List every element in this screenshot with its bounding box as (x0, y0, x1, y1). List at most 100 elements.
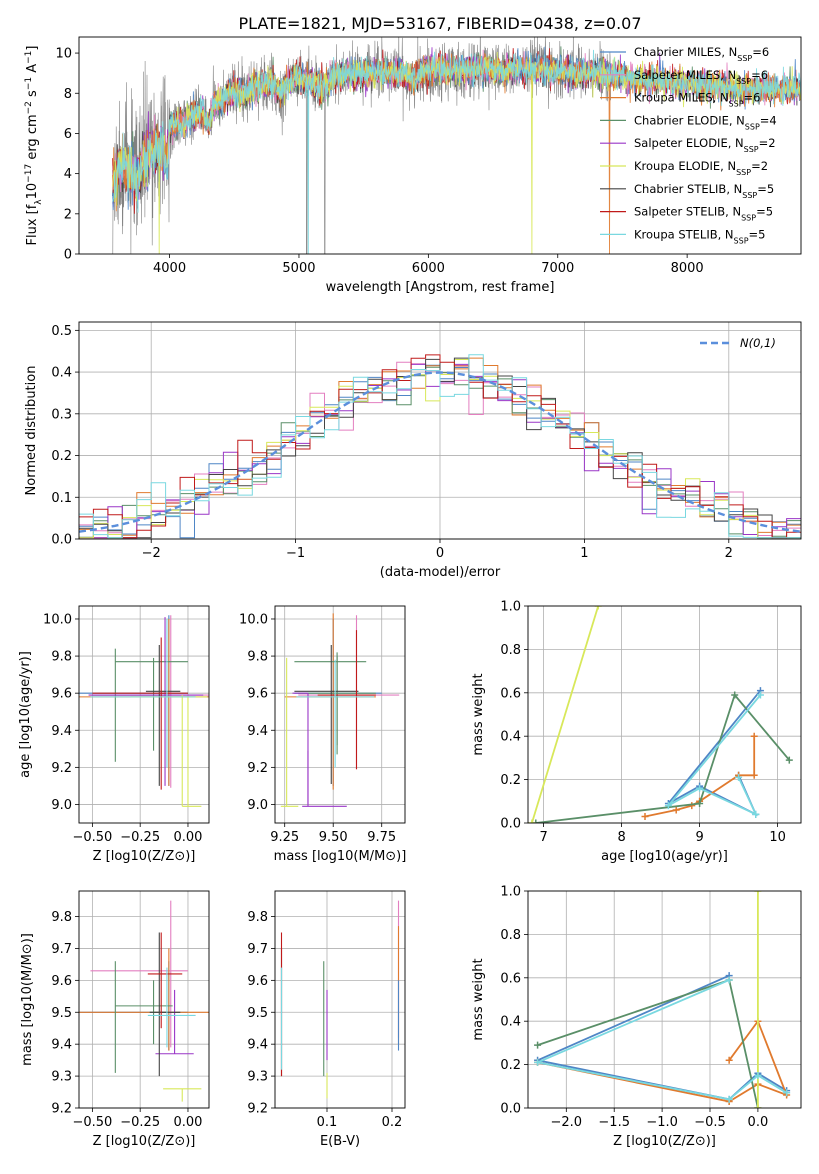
y-tick-label: 9.5 (51, 1006, 72, 1021)
y-tick-label: 1.0 (500, 600, 521, 615)
y-tick-label: 0.2 (51, 449, 72, 464)
plot-area (280, 613, 400, 807)
legend-entry: Salpeter ELODIE, NSSP=2 (634, 136, 776, 154)
y-tick-label: 9.4 (51, 1038, 72, 1053)
plot-area (112, 37, 801, 254)
errorbar-point (114, 648, 188, 762)
x-axis-label: wavelength [Angstrom, rest frame] (326, 280, 555, 295)
errorbar-point (79, 618, 209, 786)
x-axis-label: age [log10(age/yr)] (601, 849, 728, 864)
y-tick-label: 0.6 (500, 971, 521, 986)
mass-weight-marker (664, 802, 672, 810)
y-axis-label: age [log10(age/yr)] (18, 651, 33, 778)
errorbar-point (88, 617, 204, 786)
errorbar-point (317, 630, 376, 770)
mass-weight-marker (725, 1056, 733, 1064)
y-tick-label: 0.4 (500, 730, 521, 745)
y-axis-label: mass weight (471, 958, 486, 1040)
y-tick-label: 9.4 (247, 1038, 268, 1053)
mass-weight-marker (754, 1104, 762, 1108)
y-tick-label: 9.4 (51, 724, 72, 739)
residual-histogram (79, 354, 801, 539)
y-tick-label: 9.0 (247, 798, 268, 813)
x-tick-label: −0.25 (120, 1115, 160, 1130)
errorbar-point (302, 750, 347, 807)
errorbar-point (114, 961, 173, 1073)
mass-weight-marker (750, 732, 758, 740)
mass-weight-marker (785, 756, 793, 764)
errorbar-point (296, 659, 374, 768)
y-tick-label: 0.0 (500, 1102, 521, 1117)
x-tick-label: −0.50 (72, 830, 112, 845)
x-tick-label: 8 (617, 830, 625, 845)
grid (275, 606, 405, 823)
mass-weight-marker (696, 799, 704, 807)
x-tick-label: 9.75 (367, 830, 396, 845)
x-axis-label: Z [log10(Z/Z⊙)] (613, 1134, 716, 1149)
x-tick-label: 1 (580, 546, 588, 561)
legend-entry: Kroupa STELIB, NSSP=5 (634, 227, 765, 245)
panel-4: 9.25 9.50 9.75 9.0 9.2 9.4 9.6 9.8 10.0 mass [log… (239, 605, 406, 864)
errorbar-point (147, 967, 196, 1048)
y-tick-label: 0.4 (51, 366, 72, 381)
plot-area (79, 615, 209, 807)
axes-frame (274, 890, 406, 1109)
mass-weight-marker (534, 1041, 542, 1049)
panel-8: −2.0 −1.5 −1.0 −0.5 0.0 0.0 0.2 0.4 0.6 0.8 1.0 Z [… (471, 885, 802, 1149)
mass-weight-marker (750, 771, 758, 779)
x-tick-label: 6000 (412, 261, 445, 276)
y-tick-label: 9.7 (247, 942, 268, 957)
y-tick-label: 0.3 (51, 407, 72, 422)
y-tick-label: 0.8 (500, 643, 521, 658)
axes-frame (78, 36, 802, 255)
mass-weight-line (537, 978, 759, 1108)
mass-weight-marker (756, 691, 764, 699)
errorbar-point (292, 692, 309, 805)
panel-6: −0.50 −0.25 0.00 9.2 9.3 9.4 9.5 9.6 9.7 9.8 Z [lo… (20, 890, 210, 1149)
axes-frame (78, 890, 210, 1109)
x-axis-label: (data-model)/error (380, 565, 501, 580)
mass-weight-marker (672, 806, 680, 814)
panel-5: 7 8 9 10 0.0 0.2 0.4 0.6 0.8 1.0 age [log10(age/yr… (471, 600, 802, 864)
x-tick-label: −1 (286, 546, 305, 561)
residual-histogram (79, 354, 801, 539)
y-tick-label: 6 (64, 127, 72, 142)
y-tick-label: 9.3 (247, 1070, 268, 1085)
model-spectrum (112, 49, 801, 254)
grid (79, 606, 209, 823)
x-tick-label: 9 (695, 830, 703, 845)
errorbar-point (145, 644, 181, 786)
legend-entry: Salpeter STELIB, NSSP=5 (634, 205, 773, 223)
x-tick-label: 7 (539, 830, 547, 845)
mass-weight-marker (735, 773, 743, 781)
axes-frame (78, 605, 210, 824)
x-tick-label: 0.1 (317, 1115, 338, 1130)
x-tick-label: 0.0 (748, 1115, 769, 1130)
y-tick-label: 0 (64, 248, 72, 263)
grid (79, 891, 209, 1109)
y-tick-label: 9.2 (247, 761, 268, 776)
x-tick-label: 0.2 (382, 1115, 403, 1130)
errorbar-point (149, 932, 181, 1077)
y-tick-label: 9.8 (51, 910, 72, 925)
y-tick-label: 9.4 (247, 724, 268, 739)
mass-weight-line (531, 606, 600, 823)
y-tick-label: 9.2 (51, 1102, 72, 1117)
legend-entry: Chabrier STELIB, NSSP=5 (634, 182, 774, 200)
y-tick-label: 9.2 (247, 1102, 268, 1117)
y-tick-label: 0.2 (500, 773, 521, 788)
y-tick-label: 0.1 (51, 491, 72, 506)
x-tick-label: −0.25 (120, 830, 160, 845)
legend-entry: N(0,1) (740, 336, 776, 350)
x-tick-label: −1.5 (598, 1115, 630, 1130)
y-tick-label: 0.2 (500, 1058, 521, 1073)
x-tick-label: −0.50 (72, 1115, 112, 1130)
grid (528, 605, 801, 824)
y-tick-label: 9.6 (51, 687, 72, 702)
axes-frame (527, 605, 802, 824)
x-tick-label: 8000 (671, 261, 704, 276)
x-tick-label: 0.00 (173, 830, 202, 845)
axes-frame (527, 890, 802, 1109)
y-tick-label: 0.6 (500, 686, 521, 701)
